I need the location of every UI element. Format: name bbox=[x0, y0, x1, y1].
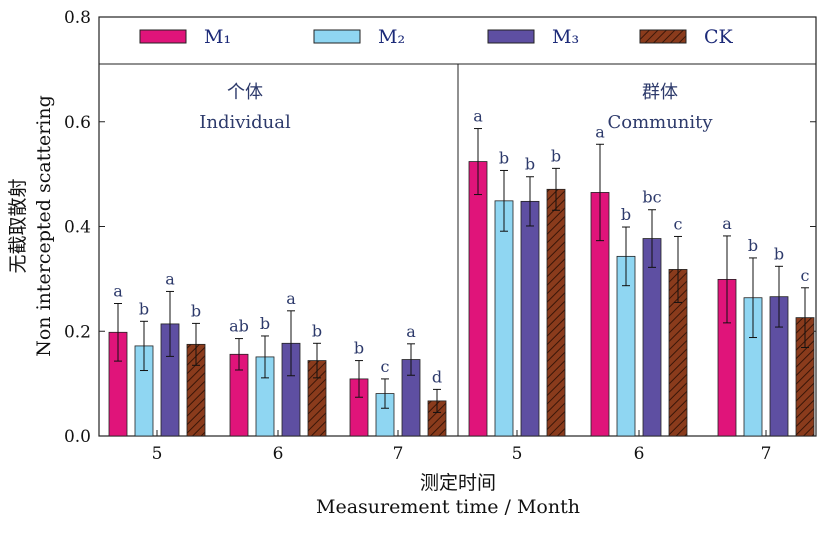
panel-label-en-1: Community bbox=[607, 112, 713, 133]
significance-letter: c bbox=[801, 266, 810, 285]
significance-letter: b bbox=[774, 244, 784, 263]
x-axis-title-en: Measurement time / Month bbox=[316, 496, 580, 518]
significance-letter: a bbox=[473, 107, 483, 126]
significance-letter: a bbox=[595, 122, 605, 141]
x-tick-label: 5 bbox=[152, 444, 163, 464]
legend-label-2: M₃ bbox=[552, 26, 579, 48]
y-tick-label: 0.4 bbox=[64, 218, 91, 238]
bar-M₃ bbox=[642, 238, 662, 437]
significance-letter: a bbox=[113, 281, 123, 300]
legend-label-1: M₂ bbox=[378, 26, 405, 48]
legend-swatch-2 bbox=[487, 29, 535, 44]
significance-letter: bc bbox=[642, 188, 661, 207]
significance-letter: b bbox=[191, 301, 201, 320]
legend-label-0: M₁ bbox=[204, 26, 231, 48]
significance-letter: ab bbox=[229, 317, 249, 336]
significance-letter: a bbox=[722, 214, 732, 233]
bar-M₂ bbox=[494, 200, 514, 437]
x-tick-label: 6 bbox=[634, 444, 645, 464]
legend-swatch-3 bbox=[639, 29, 687, 44]
significance-letter: c bbox=[381, 357, 390, 376]
significance-letter: b bbox=[260, 314, 270, 333]
x-tick-label: 5 bbox=[512, 444, 523, 464]
y-tick-label: 0.2 bbox=[64, 322, 91, 342]
significance-letter: b bbox=[312, 321, 322, 340]
x-axis-title-zh: 测定时间 bbox=[420, 472, 496, 494]
significance-letter: a bbox=[406, 322, 416, 341]
significance-letter: b bbox=[139, 299, 149, 318]
significance-letter: a bbox=[286, 289, 296, 308]
significance-letter: a bbox=[165, 269, 175, 288]
legend-swatch-1 bbox=[313, 29, 361, 44]
x-tick-label: 7 bbox=[761, 444, 772, 464]
significance-letter: c bbox=[674, 214, 683, 233]
legend-label-3: CK bbox=[704, 26, 734, 48]
y-axis-title-en: Non intercepted scattering bbox=[33, 95, 55, 357]
bar-M₁ bbox=[468, 161, 488, 437]
panel-label-zh-0: 个体 bbox=[227, 82, 263, 103]
significance-letter: b bbox=[525, 155, 535, 174]
significance-letter: b bbox=[499, 148, 509, 167]
y-axis-title-zh: 无截取散射 bbox=[7, 178, 29, 273]
significance-letter: b bbox=[551, 146, 561, 165]
significance-letter: b bbox=[621, 205, 631, 224]
significance-letter: b bbox=[748, 236, 758, 255]
panel-label-en-0: Individual bbox=[199, 112, 291, 133]
x-tick-label: 7 bbox=[393, 444, 404, 464]
y-tick-label: 0.8 bbox=[64, 8, 91, 28]
y-tick-label: 0.6 bbox=[64, 113, 91, 133]
y-tick-label: 0.0 bbox=[64, 427, 91, 447]
legend-swatch-0 bbox=[139, 29, 187, 44]
bar-CK bbox=[546, 188, 566, 437]
significance-letter: d bbox=[432, 367, 442, 386]
panel-label-zh-1: 群体 bbox=[642, 82, 678, 103]
significance-letter: b bbox=[354, 339, 364, 358]
x-tick-label: 6 bbox=[273, 444, 284, 464]
bar-M₃ bbox=[520, 200, 540, 437]
